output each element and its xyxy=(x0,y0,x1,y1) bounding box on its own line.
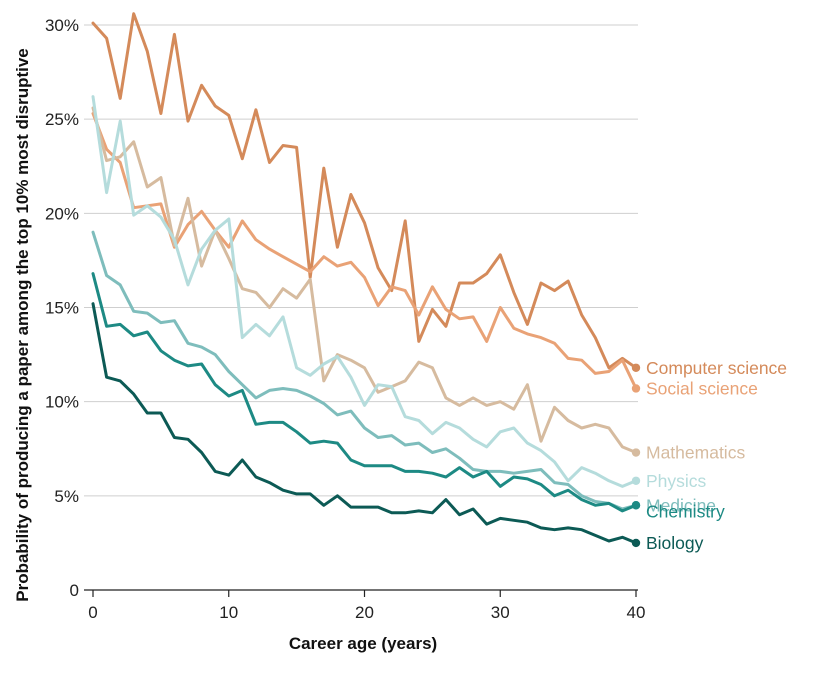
x-tick-label: 0 xyxy=(88,603,97,622)
series-line-medicine xyxy=(91,230,638,511)
series-end-marker-social-science xyxy=(631,384,641,393)
series-end-marker-chemistry xyxy=(631,501,641,510)
series-label-medicine: Medicine xyxy=(646,495,716,515)
x-tick-label: 40 xyxy=(627,603,646,622)
y-tick-label: 20% xyxy=(45,204,79,223)
x-tick-label: 10 xyxy=(219,603,238,622)
y-tick-label: 5% xyxy=(54,487,79,506)
x-tick-label: 30 xyxy=(491,603,510,622)
series-line-chemistry xyxy=(91,272,638,513)
series-line-biology xyxy=(91,302,638,545)
series-label-social-science: Social science xyxy=(646,378,758,398)
series-line-social-science xyxy=(91,112,638,390)
series-end-marker-mathematics xyxy=(631,448,641,457)
series-end-marker-computer-science xyxy=(631,363,641,372)
y-axis-ticks: 0 5% 10% 15% 20% 25% 30% xyxy=(45,16,79,600)
series-label-biology: Biology xyxy=(646,533,704,553)
series-end-marker-physics xyxy=(631,476,641,485)
series-line-mathematics xyxy=(91,106,638,454)
x-axis: 0 10 20 30 40 xyxy=(84,589,646,622)
series-end-marker-biology xyxy=(631,538,641,548)
series-label-physics: Physics xyxy=(646,471,707,491)
series-line-computer-science xyxy=(91,12,638,370)
x-axis-title: Career age (years) xyxy=(289,634,437,653)
series-lines xyxy=(91,12,641,548)
y-tick-label: 0 xyxy=(70,581,79,600)
y-tick-label: 30% xyxy=(45,16,79,35)
y-tick-label: 25% xyxy=(45,110,79,129)
y-axis-title: Probability of producing a paper among t… xyxy=(13,48,32,602)
x-tick-label: 20 xyxy=(355,603,374,622)
gridlines xyxy=(84,24,638,497)
series-line-physics xyxy=(91,95,638,488)
series-label-chemistry: Chemistry xyxy=(646,501,725,521)
series-label-mathematics: Mathematics xyxy=(646,443,745,463)
series-label-computer-science: Computer science xyxy=(646,358,787,378)
y-tick-label: 15% xyxy=(45,299,79,318)
y-tick-label: 10% xyxy=(45,393,79,412)
